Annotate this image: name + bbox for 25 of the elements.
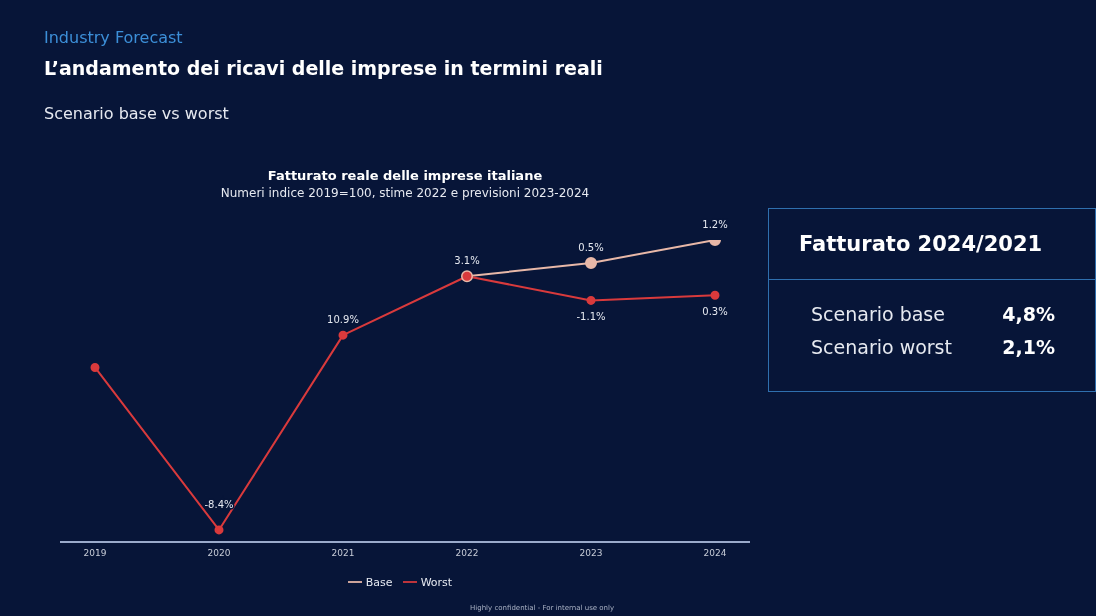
annotation: 0.5% bbox=[578, 241, 604, 253]
x-tick-label: 2020 bbox=[207, 548, 231, 559]
text: Industry Forecast bbox=[44, 28, 183, 47]
annotation: 1.2% bbox=[702, 219, 728, 230]
annotation: 3.1% bbox=[454, 255, 480, 267]
text: Scenario base vs worst bbox=[44, 104, 229, 123]
legend-label: Base bbox=[365, 576, 393, 589]
annotation: -1.1% bbox=[576, 311, 606, 323]
text: 4,8% bbox=[1002, 302, 1055, 327]
annotation: 0.3% bbox=[702, 306, 728, 318]
annotation: 10.9% bbox=[327, 314, 359, 326]
x-tick-label: 2022 bbox=[455, 548, 479, 559]
legend-label: Worst bbox=[420, 576, 453, 589]
chart-title: Fatturato reale delle imprese italiane bbox=[266, 168, 544, 183]
x-tick-label: 2023 bbox=[579, 548, 603, 559]
text: 2,1% bbox=[1002, 335, 1055, 360]
annotation: -8.4% bbox=[204, 498, 234, 510]
text: L’andamento dei ricavi delle imprese in termini reali bbox=[44, 57, 603, 79]
x-tick-label: 2021 bbox=[331, 548, 355, 559]
x-tick-label: 2019 bbox=[83, 548, 107, 559]
text: Scenario worst bbox=[811, 335, 952, 360]
text: Fatturato 2024/2021 bbox=[769, 209, 1095, 280]
text: Scenario base bbox=[811, 302, 945, 327]
chart-subtitle: Numeri indice 2019=100, stime 2022 e previsioni 2023-2024 bbox=[219, 186, 591, 200]
x-tick-label: 2024 bbox=[703, 548, 727, 559]
